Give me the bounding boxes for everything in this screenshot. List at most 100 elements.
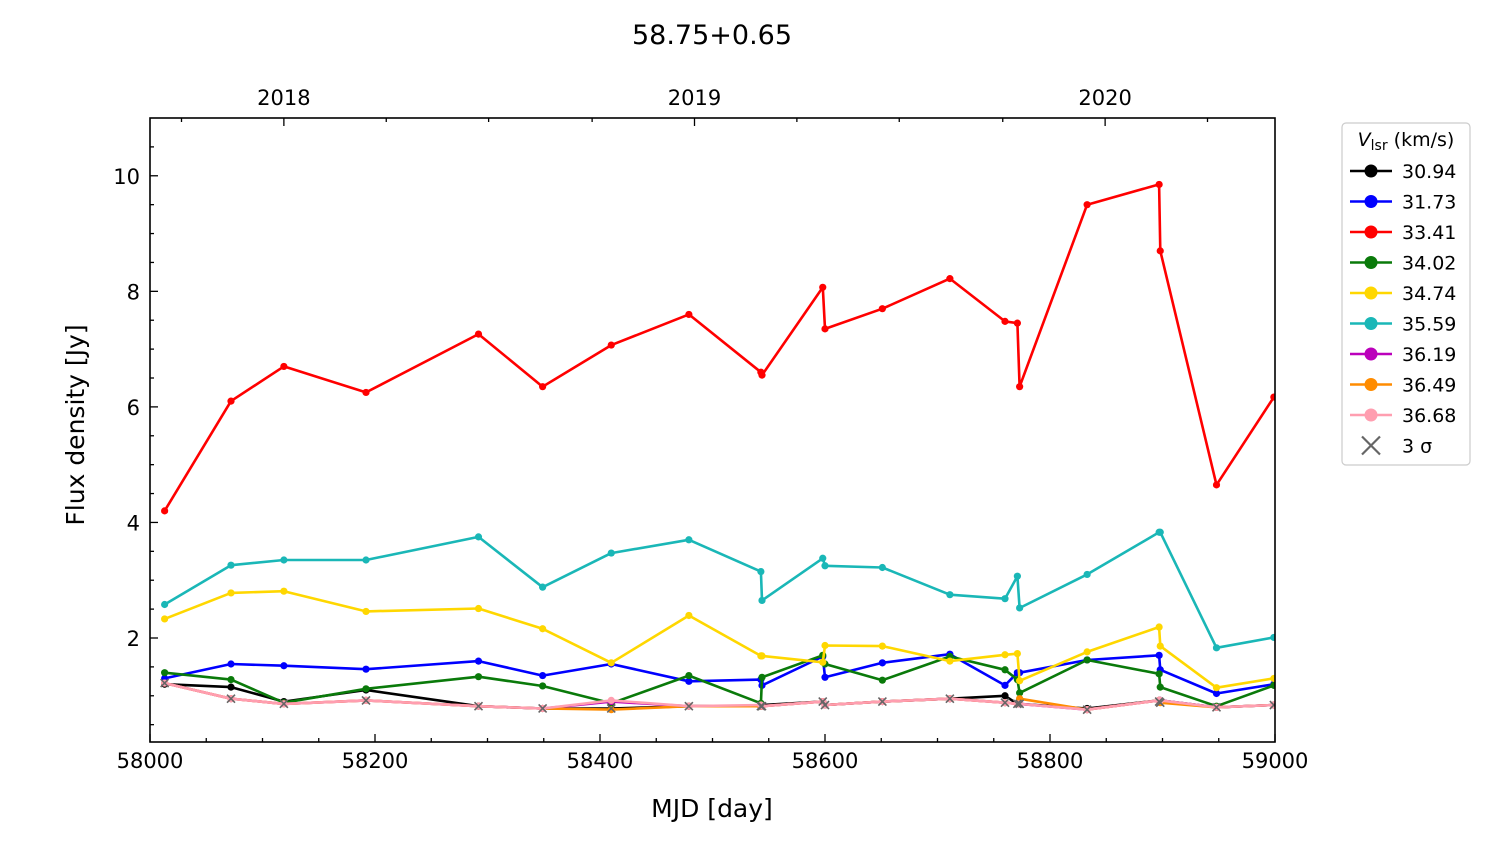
x-tick-label: 58000 [117,749,184,773]
data-point-34.02-19 [1156,683,1164,691]
sigma-marker-3 [361,695,371,705]
sigma-marker-1 [226,694,236,704]
data-point-35.59-7 [685,536,693,544]
data-point-35.59-20 [1212,644,1221,652]
data-point-31.73-2 [280,662,288,670]
legend-entry-36.49: 36.49 [1350,375,1456,397]
x-tick-label: 58800 [1017,749,1084,773]
legend-swatch-marker [1364,195,1378,208]
x-tick-label: 58400 [567,749,634,773]
legend-entry-34.74: 34.74 [1350,283,1456,305]
series-line-33.41 [163,183,1275,512]
data-point-34.02-12 [878,676,886,684]
legend-swatch-marker [1364,408,1378,422]
data-point-34.02-16 [1016,689,1024,697]
data-point-34.74-0 [161,615,169,623]
data-point-33.41-19 [1156,247,1164,255]
data-point-34.02-9 [758,673,766,681]
legend-label: 30.94 [1402,161,1456,183]
sigma-marker-19 [1155,698,1165,708]
legend-swatch-marker [1364,317,1378,330]
y-tick-label: 6 [127,396,140,420]
data-point-33.41-14 [1001,317,1009,325]
data-point-31.73-12 [878,659,886,667]
data-point-33.41-12 [878,305,886,313]
data-point-33.41-18 [1155,180,1163,189]
legend-swatch-marker [1364,164,1378,178]
data-point-34.74-10 [819,658,827,666]
data-point-33.41-2 [280,362,288,371]
legend-label: 36.68 [1402,405,1456,427]
data-point-33.41-15 [1013,319,1021,327]
data-point-34.02-0 [161,669,169,677]
data-point-35.59-15 [1013,572,1021,580]
data-point-30.94-1 [227,683,235,691]
data-point-33.41-3 [362,388,370,397]
data-point-34.74-5 [539,625,547,633]
data-point-33.41-5 [539,383,547,391]
data-point-34.74-13 [946,657,954,665]
legend-swatch-marker [1364,347,1378,361]
data-point-34.02-21 [1270,681,1275,689]
data-point-33.41-16 [1016,383,1024,391]
data-point-34.74-17 [1083,648,1091,656]
data-point-33.41-10 [819,283,827,291]
data-point-34.74-6 [607,659,615,667]
sigma-marker-7 [684,701,694,711]
sigma-marker-6 [606,703,616,714]
data-point-34.74-15 [1013,650,1021,658]
data-point-33.41-6 [607,341,615,349]
series-35.59 [161,528,1275,652]
sigma-marker-15 [1012,699,1022,709]
data-point-35.59-9 [758,596,766,605]
legend-entry-35.59: 35.59 [1350,314,1456,336]
legend-swatch-marker [1364,256,1378,269]
sigma-marker-2 [279,699,289,709]
data-point-31.73-1 [227,660,235,668]
sigma-marker-14 [1000,698,1010,708]
legend-swatch-marker [1364,225,1378,239]
data-point-35.59-5 [539,583,547,591]
legend-label: 33.41 [1402,222,1456,244]
data-point-34.02-5 [539,682,547,690]
sigma-marker-9 [757,701,767,711]
sigma-marker-11 [820,700,830,710]
legend-entry-34.02: 34.02 [1350,253,1456,275]
data-point-34.02-3 [362,685,370,693]
sigma-marker-20 [1211,702,1222,712]
data-point-34.74-4 [474,604,483,613]
data-point-35.59-8 [757,567,765,576]
series-33.41 [161,180,1275,515]
y-axis-label: Flux density [Jy] [61,324,90,525]
axes: 58000 58200 58400 58600 58800 59000 2 4 6 8 10 2018… [113,86,1308,773]
data-point-35.59-10 [819,554,827,562]
data-point-34.74-3 [362,607,370,616]
data-point-31.73-18 [1155,651,1163,659]
sigma-marker-12 [877,696,887,707]
y-tick-label: 8 [127,280,140,304]
data-point-35.59-17 [1083,570,1091,579]
legend-swatch-marker [1364,286,1378,300]
data-point-31.73-4 [474,657,483,665]
legend-entry-36.68: 36.68 [1350,405,1456,427]
data-point-34.02-7 [685,671,693,680]
top-tick-label: 2020 [1078,86,1131,110]
data-point-34.02-4 [474,673,483,681]
chart-title: 58.75+0.65 [632,20,792,51]
data-point-35.59-13 [946,591,954,599]
sigma-marker-0 [160,678,170,688]
legend-entry-33.41: 33.41 [1350,222,1456,244]
sigma-marker-4 [473,701,484,711]
data-point-35.59-1 [227,561,235,569]
legend-label: 34.74 [1402,283,1456,305]
data-point-31.73-5 [539,671,547,680]
data-point-34.74-19 [1156,642,1164,650]
data-point-34.02-14 [1001,666,1009,674]
sigma-marker-13 [945,694,955,704]
data-point-33.41-17 [1083,201,1091,209]
sigma-markers [160,678,1275,715]
top-tick-label: 2019 [668,86,721,110]
data-point-34.74-2 [280,587,288,595]
legend: Vlsr (km/s) 30.94 31.73 33.41 34.02 34.74 35.5… [1341,122,1471,466]
